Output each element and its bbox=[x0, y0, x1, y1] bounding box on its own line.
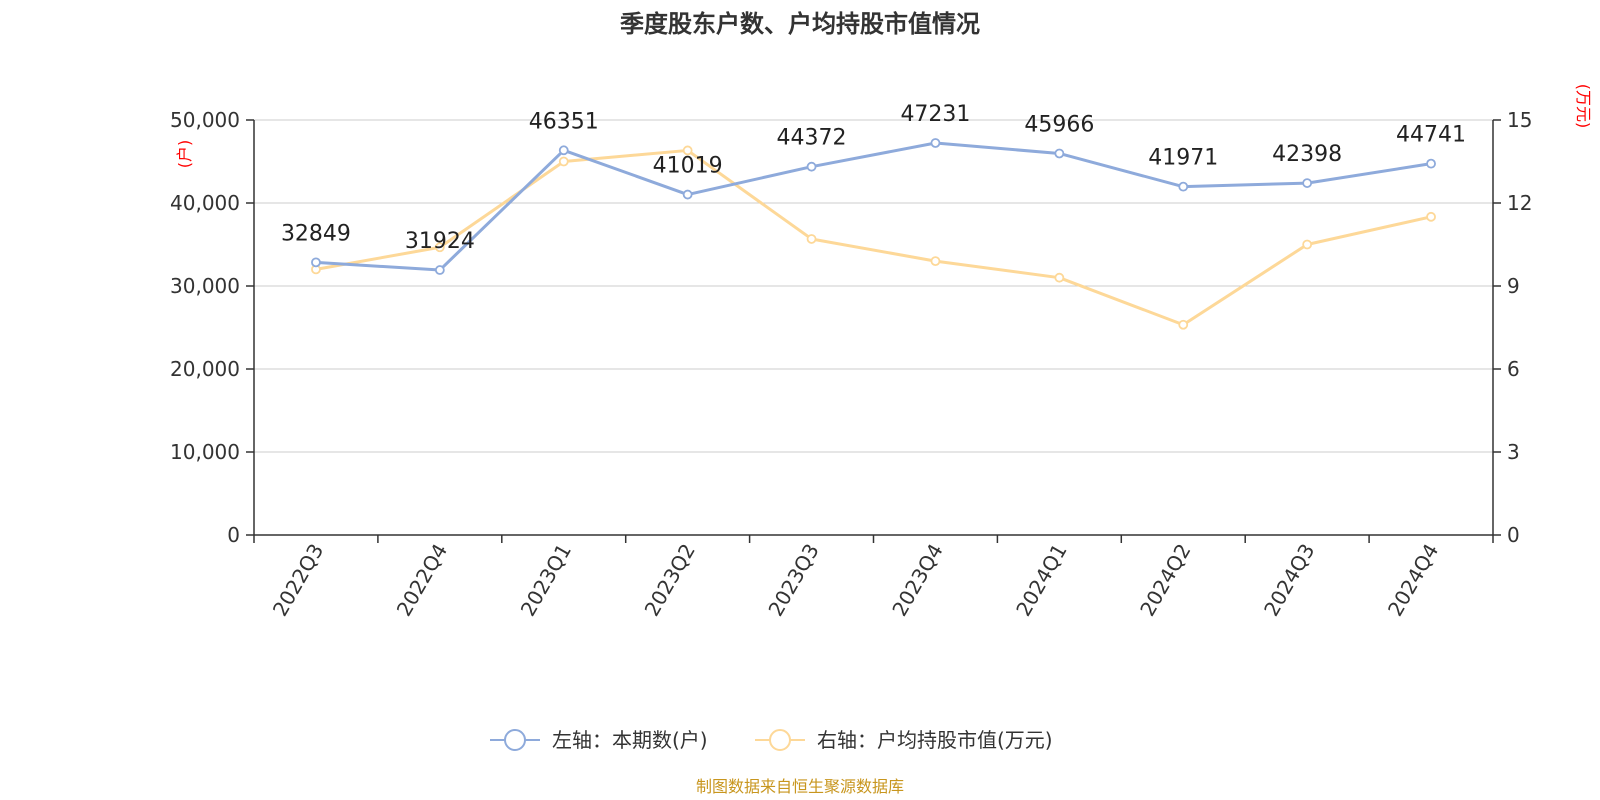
axes: 0 0 10,000 3 20,000 6 30,000 9 40,000 12 50,000 15 2… bbox=[170, 108, 1532, 620]
x-tick-label: 2024Q4 bbox=[1383, 540, 1443, 621]
right-tick-label: 6 bbox=[1507, 357, 1520, 381]
data-point bbox=[1302, 178, 1313, 188]
x-tick-label: 2023Q3 bbox=[763, 540, 823, 621]
data-point bbox=[806, 161, 817, 172]
data-label: 45966 bbox=[1024, 112, 1094, 137]
left-tick-label: 50,000 bbox=[170, 108, 240, 132]
data-point bbox=[682, 189, 693, 200]
legend-right-label: 右轴：户均持股市值(万元) bbox=[817, 728, 1053, 752]
left-tick-label: 0 bbox=[227, 523, 240, 547]
data-label: 41019 bbox=[653, 154, 723, 179]
data-point bbox=[1054, 148, 1065, 159]
series-line bbox=[315, 141, 1432, 272]
data-labels: 32849 31924 46351 41019 44372 47231 45966 41971… bbox=[281, 102, 1466, 254]
right-tick-label: 12 bbox=[1507, 191, 1532, 215]
data-label: 42398 bbox=[1272, 142, 1342, 167]
data-label: 31924 bbox=[405, 229, 475, 254]
legend-left-label: 左轴：本期数(户) bbox=[552, 728, 708, 752]
x-tick-label: 2024Q3 bbox=[1259, 540, 1319, 621]
left-tick-label: 40,000 bbox=[170, 191, 240, 215]
data-point bbox=[558, 145, 569, 156]
data-label: 46351 bbox=[529, 109, 599, 134]
data-point bbox=[806, 234, 817, 244]
data-point bbox=[1426, 211, 1436, 222]
left-tick-label: 10,000 bbox=[170, 440, 240, 464]
data-point bbox=[311, 257, 321, 268]
x-tick-label: 2023Q2 bbox=[640, 540, 700, 621]
left-tick-label: 30,000 bbox=[170, 274, 240, 298]
data-point bbox=[1302, 239, 1313, 250]
data-source: 制图数据来自恒生聚源数据库 bbox=[696, 777, 904, 796]
data-point bbox=[1178, 319, 1189, 330]
x-tick-label: 2022Q3 bbox=[268, 540, 328, 621]
legend-item-left[interactable]: 左轴：本期数(户) bbox=[490, 728, 708, 752]
data-point bbox=[1178, 181, 1189, 192]
data-label: 47231 bbox=[900, 102, 970, 127]
data-point bbox=[558, 156, 569, 167]
x-tick-label: 2022Q4 bbox=[392, 540, 452, 621]
legend-item-right[interactable]: 右轴：户均持股市值(万元) bbox=[755, 728, 1053, 752]
data-point bbox=[1054, 272, 1065, 283]
data-point bbox=[930, 256, 941, 267]
right-tick-label: 3 bbox=[1507, 440, 1520, 464]
grid-lines bbox=[254, 119, 1493, 453]
data-label: 41971 bbox=[1148, 146, 1218, 171]
data-point bbox=[434, 265, 445, 275]
right-axis-unit: (万元) bbox=[1574, 84, 1593, 129]
x-tick-label: 2023Q4 bbox=[887, 540, 947, 621]
x-tick-label: 2023Q1 bbox=[516, 540, 576, 621]
series-layer bbox=[311, 138, 1436, 330]
chart-title: 季度股东户数、户均持股市值情况 bbox=[620, 10, 980, 38]
right-tick-label: 15 bbox=[1507, 108, 1532, 132]
left-tick-label: 20,000 bbox=[170, 357, 240, 381]
legend-left-marker bbox=[504, 729, 526, 751]
data-label: 44741 bbox=[1396, 123, 1466, 148]
right-tick-label: 9 bbox=[1507, 274, 1520, 298]
data-label: 44372 bbox=[777, 126, 847, 151]
right-tick-label: 0 bbox=[1507, 523, 1520, 547]
data-point bbox=[434, 242, 445, 253]
data-point bbox=[1426, 158, 1436, 169]
legend: 左轴：本期数(户) 右轴：户均持股市值(万元) bbox=[490, 728, 1053, 752]
data-point bbox=[682, 145, 693, 156]
legend-right-marker bbox=[769, 729, 791, 751]
series-line bbox=[315, 148, 1432, 327]
left-axis-unit: (户) bbox=[175, 140, 194, 169]
data-point bbox=[930, 138, 941, 148]
x-tick-label: 2024Q2 bbox=[1135, 540, 1195, 621]
data-label: 32849 bbox=[281, 221, 351, 246]
x-tick-label: 2024Q1 bbox=[1011, 540, 1071, 621]
